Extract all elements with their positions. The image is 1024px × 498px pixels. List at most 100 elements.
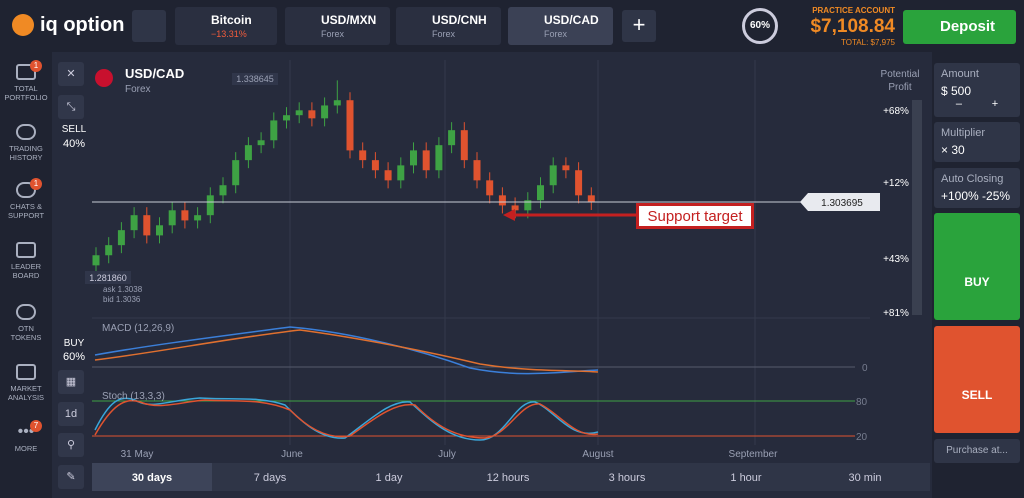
candle-body	[232, 160, 240, 186]
add-tab[interactable]: +	[622, 10, 656, 42]
tab[interactable]: USD/CNH Forex	[396, 7, 501, 45]
buy-button[interactable]: BUY	[934, 213, 1020, 320]
nav-label: PORTFOLIO	[4, 93, 48, 102]
candle-body	[397, 165, 405, 181]
low-label: 1.281860	[89, 273, 127, 283]
chart-bg	[52, 52, 932, 498]
candle-body	[295, 110, 303, 116]
profit-level: +68%	[883, 106, 909, 117]
nav-item[interactable]: 1 CHATS & SUPPORT	[0, 178, 52, 220]
profit-level: +12%	[883, 178, 909, 189]
annotation-inner	[639, 206, 751, 226]
timeframe[interactable]: 30 days	[132, 472, 172, 484]
timeframe-active	[92, 463, 212, 491]
tab-sub: −13.31%	[211, 29, 247, 39]
auto-box[interactable]: Auto Closing +100% -25%	[934, 168, 1020, 208]
multiplier-box[interactable]: Multiplier × 30	[934, 122, 1020, 162]
deposit-button[interactable]: Deposit	[903, 10, 1016, 44]
sell-pct: 40%	[63, 138, 85, 150]
grid-button[interactable]	[132, 10, 166, 42]
candle-body	[321, 105, 329, 119]
stepper[interactable]: – +	[955, 98, 999, 110]
nav-label: TOTAL	[14, 84, 38, 93]
candle-body	[270, 120, 278, 141]
purchase-button[interactable]: Purchase at...	[934, 439, 1020, 463]
logo-icon	[12, 14, 34, 36]
icon	[16, 364, 36, 380]
tab-name: USD/CNH	[432, 13, 487, 27]
tab-sub: Forex	[432, 29, 456, 39]
candle-body	[219, 185, 227, 196]
amount-label: Amount	[941, 68, 979, 80]
current-price: 1.303695	[821, 198, 863, 209]
candle-body	[308, 110, 316, 119]
candle-body	[194, 215, 202, 221]
nav-label: HISTORY	[9, 153, 43, 162]
tool-button[interactable]: ✎	[58, 465, 84, 489]
timeframe[interactable]: 7 days	[254, 472, 287, 484]
badge: 1	[30, 60, 42, 72]
candle-body	[473, 160, 481, 181]
tab[interactable]: USD/MXN Forex	[285, 7, 390, 45]
tab[interactable]: Bitcoin −13.31%	[175, 7, 277, 45]
potential-profit: Profit	[888, 82, 912, 93]
support-annotation: Support target	[503, 203, 754, 229]
expand-button[interactable]: ⤡	[58, 95, 84, 119]
icon	[16, 182, 36, 198]
tab-active[interactable]: USD/CAD Forex	[508, 7, 613, 45]
nav-item[interactable]: LEADER BOARD	[0, 242, 52, 280]
candle-body	[422, 150, 430, 171]
timeframe[interactable]: 3 hours	[609, 472, 646, 484]
candle-body	[511, 205, 519, 211]
nav-label: TRADING	[9, 144, 43, 153]
flag	[95, 69, 113, 87]
multiplier-label: Multiplier	[941, 127, 986, 139]
arrow-head	[503, 209, 515, 221]
candle-body	[92, 255, 100, 266]
x-label: June	[281, 449, 303, 460]
macd-label: MACD (12,26,9)	[102, 323, 174, 334]
icon	[16, 124, 36, 140]
tool-button[interactable]: ▦	[58, 370, 84, 394]
sell-label: SELL	[62, 124, 87, 135]
candle-body	[498, 195, 506, 206]
tab-sub: Forex	[321, 29, 345, 39]
balance[interactable]: $7,108.84	[810, 16, 895, 37]
candle-body	[537, 185, 544, 201]
auto-label: Auto Closing	[941, 173, 1004, 185]
sidebar: 1 TOTAL PORTFOLIO TRADING HISTORY 1 CHATS & S…	[0, 52, 52, 498]
nav-label: MARKET	[10, 384, 42, 393]
candle-body	[117, 230, 125, 246]
stoch-k	[94, 397, 599, 441]
nav-item[interactable]: MARKET ANALYSIS	[0, 364, 52, 402]
nav-item[interactable]: ••• 7 MORE	[0, 420, 52, 453]
nav-item[interactable]: OTN TOKENS	[0, 304, 52, 342]
candle-body	[181, 210, 189, 221]
tool-button[interactable]: ⚲	[58, 433, 84, 457]
asset: USD/CAD	[125, 66, 184, 81]
nav-label: ANALYSIS	[7, 393, 45, 402]
timeframe[interactable]: 1 day	[376, 472, 403, 484]
candle-body	[410, 150, 417, 166]
candle-body	[460, 130, 468, 161]
close-button[interactable]: ✕	[58, 62, 84, 86]
amount-box[interactable]: Amount $ 500– +	[934, 63, 1020, 117]
nav-item[interactable]: TRADING HISTORY	[0, 124, 52, 162]
tool-button[interactable]: 1d	[58, 402, 84, 426]
timeframe[interactable]: 30 min	[848, 472, 881, 484]
icon: •••	[17, 423, 35, 440]
candle-body	[283, 115, 290, 121]
sell-button[interactable]: SELL	[934, 326, 1020, 433]
high-label: 1.338645	[236, 74, 274, 84]
stoch-d	[94, 399, 599, 439]
candle-body	[333, 100, 341, 106]
nav-label: SUPPORT	[7, 211, 45, 220]
label-bg	[85, 271, 131, 284]
timeframe[interactable]: 12 hours	[487, 472, 530, 484]
nav-label: CHATS &	[10, 202, 42, 211]
timeframe[interactable]: 1 hour	[730, 472, 762, 484]
timeframe-bar	[92, 463, 930, 491]
nav-item[interactable]: 1 TOTAL PORTFOLIO	[0, 60, 52, 102]
profit-level: +43%	[883, 254, 909, 265]
